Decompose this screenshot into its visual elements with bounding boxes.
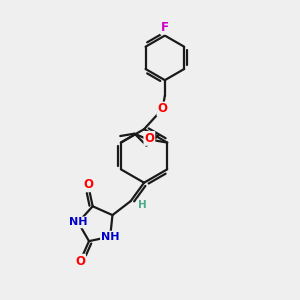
Text: F: F — [161, 21, 169, 34]
Text: O: O — [144, 132, 154, 145]
Text: H: H — [138, 200, 146, 210]
Text: O: O — [83, 178, 93, 191]
Text: O: O — [158, 103, 167, 116]
Text: NH: NH — [101, 232, 119, 242]
Text: NH: NH — [69, 218, 87, 227]
Text: O: O — [75, 255, 85, 268]
